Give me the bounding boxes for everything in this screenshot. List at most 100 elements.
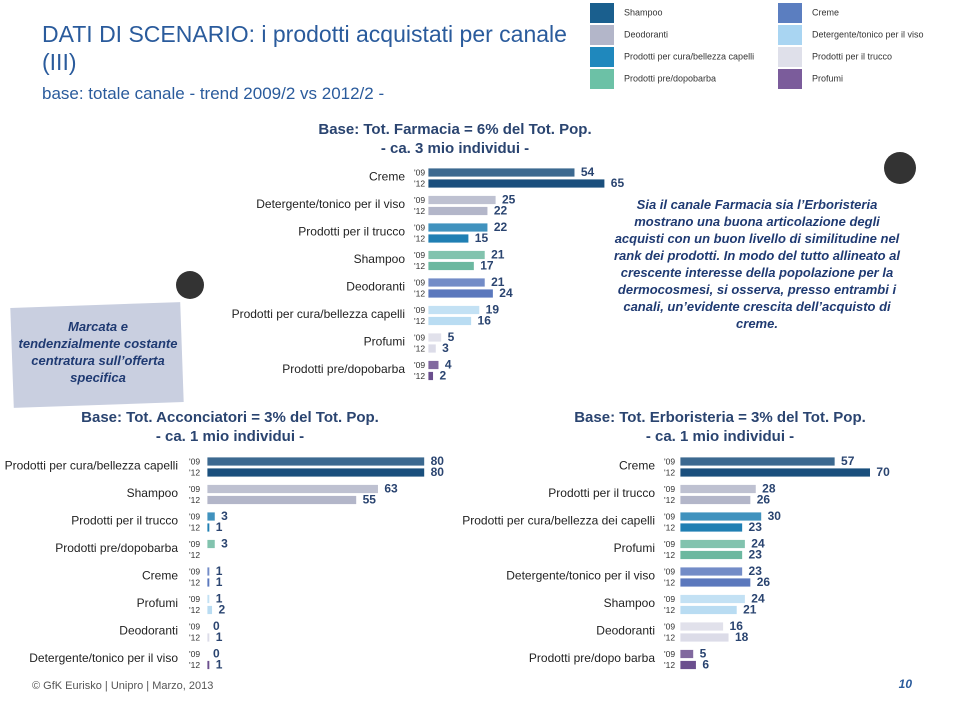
- category-label: Prodotti per cura/bellezza dei capelli: [462, 514, 655, 528]
- bar: [679, 550, 743, 560]
- series-label: '12: [664, 550, 675, 560]
- value-label: 21: [491, 275, 505, 289]
- note-box: [10, 302, 184, 408]
- value-label: 54: [581, 165, 595, 179]
- value-label: 30: [768, 509, 782, 523]
- series-label: '12: [189, 605, 200, 615]
- value-label: 5: [700, 647, 707, 661]
- value-label: 16: [478, 314, 492, 328]
- series-label: '12: [414, 206, 425, 216]
- bar: [206, 467, 426, 478]
- bar: [427, 288, 494, 299]
- value-label: 5: [448, 330, 455, 344]
- legend-label: Detergente/tonico per il viso: [812, 29, 924, 39]
- category-label: Prodotti per il trucco: [548, 486, 655, 500]
- series-label: '09: [664, 594, 675, 604]
- value-label: 26: [757, 493, 771, 507]
- series-label: '09: [414, 167, 425, 177]
- series-label: '12: [664, 605, 675, 615]
- series-label: '09: [664, 539, 675, 549]
- bar: [206, 539, 216, 549]
- legend-swatch: [590, 69, 614, 89]
- legend-label: Prodotti per cura/bellezza capelli: [624, 51, 754, 61]
- legend-swatch: [590, 3, 614, 23]
- chart-title: Base: Tot. Farmacia = 6% del Tot. Pop.: [318, 121, 591, 138]
- series-label: '09: [664, 484, 675, 494]
- value-label: 80: [431, 465, 445, 479]
- series-label: '12: [189, 467, 200, 477]
- title: DATI DI SCENARIO: i prodotti acquistati …: [42, 21, 567, 75]
- category-label: Creme: [142, 569, 178, 583]
- bar: [427, 250, 486, 260]
- category-label: Detergente/tonico per il viso: [256, 197, 405, 211]
- category-label: Deodoranti: [119, 624, 178, 638]
- bar: [679, 539, 746, 549]
- series-label: '09: [414, 250, 425, 260]
- bar: [679, 577, 752, 588]
- legend-swatch: [590, 25, 614, 45]
- value-label: 0: [213, 619, 220, 633]
- chart-subtitle: - ca. 1 mio individui -: [646, 428, 794, 445]
- bar: [427, 316, 472, 326]
- value-label: 63: [384, 482, 398, 496]
- bar: [427, 277, 486, 288]
- category-label: Profumi: [137, 596, 178, 610]
- value-label: 2: [439, 369, 446, 383]
- bar: [427, 206, 489, 216]
- bar: [679, 467, 871, 478]
- value-label: 1: [216, 564, 223, 578]
- series-label: '12: [664, 495, 675, 505]
- legend-swatch: [778, 47, 802, 67]
- category-label: Detergente/tonico per il viso: [506, 569, 655, 583]
- pushpin: [884, 152, 916, 184]
- series-label: '12: [414, 371, 425, 381]
- value-label: 23: [749, 564, 763, 578]
- category-label: Deodoranti: [596, 624, 655, 638]
- value-label: 3: [221, 537, 228, 551]
- bar: [679, 511, 762, 522]
- series-label: '09: [414, 277, 425, 287]
- series-label: '09: [414, 305, 425, 315]
- value-label: 18: [735, 630, 749, 644]
- category-label: Prodotti per il trucco: [298, 225, 405, 239]
- category-label: Profumi: [614, 541, 655, 555]
- category-label: Prodotti per il trucco: [71, 514, 178, 528]
- category-label: Prodotti per cura/bellezza capelli: [232, 307, 405, 321]
- series-label: '12: [414, 178, 425, 188]
- value-label: 17: [480, 259, 494, 273]
- bar: [427, 233, 470, 244]
- series-label: '09: [414, 360, 425, 370]
- pushpin: [176, 271, 204, 299]
- bar: [679, 632, 730, 643]
- series-label: '09: [414, 222, 425, 232]
- value-label: 6: [702, 658, 709, 672]
- bar: [206, 594, 211, 604]
- value-label: 70: [876, 465, 890, 479]
- category-label: Prodotti pre/dopo barba: [529, 651, 655, 665]
- bar: [679, 660, 697, 670]
- value-label: 3: [442, 341, 449, 355]
- category-label: Prodotti pre/dopobarba: [55, 541, 178, 555]
- series-label: '12: [664, 577, 675, 587]
- series-label: '09: [189, 456, 200, 466]
- series-label: '09: [414, 332, 425, 342]
- series-label: '12: [189, 577, 200, 587]
- value-label: 15: [475, 231, 489, 245]
- series-label: '12: [414, 343, 425, 353]
- series-label: '09: [664, 566, 675, 576]
- value-label: 24: [751, 537, 765, 551]
- bar: [679, 605, 738, 615]
- series-label: '09: [664, 649, 675, 659]
- left-note: Marcata e tendenzialmente costante centr…: [18, 319, 178, 385]
- legend-label: Prodotti per il trucco: [812, 51, 892, 61]
- series-label: '12: [664, 467, 675, 477]
- bar: [679, 522, 743, 533]
- bar: [206, 484, 379, 494]
- value-label: 25: [502, 193, 516, 207]
- category-label: Shampoo: [127, 486, 179, 500]
- series-label: '09: [664, 456, 675, 466]
- series-label: '09: [664, 621, 675, 631]
- category-label: Shampoo: [604, 596, 656, 610]
- series-label: '12: [189, 660, 200, 670]
